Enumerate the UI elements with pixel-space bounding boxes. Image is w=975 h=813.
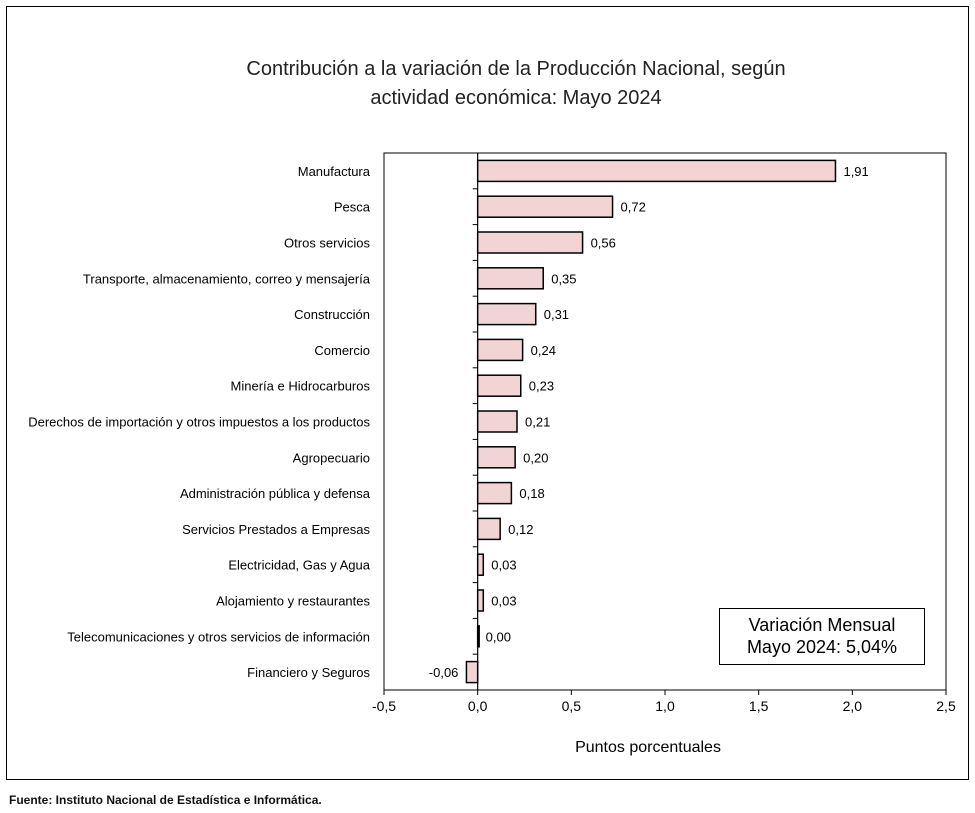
monthly-variation-value: Mayo 2024: 5,04% xyxy=(746,637,898,657)
x-tick-label: 1,5 xyxy=(749,698,769,714)
bar xyxy=(476,481,513,505)
chart-title-line-1: Contribución a la variación de la Produc… xyxy=(246,58,786,80)
bar xyxy=(476,231,584,254)
monthly-variation-label: Variación Mensual xyxy=(748,615,896,635)
x-tick-label: 1,0 xyxy=(655,698,675,714)
bar xyxy=(476,195,614,218)
data-label: 0,24 xyxy=(531,343,556,358)
data-label: 0,72 xyxy=(621,200,646,215)
category-label: Pesca xyxy=(334,200,371,215)
chart-title: Contribución a la variación de la Produc… xyxy=(6,55,975,113)
monthly-variation-box: Variación Mensual Mayo 2024: 5,04% xyxy=(719,608,925,665)
bar xyxy=(476,625,480,648)
category-label: Electricidad, Gas y Agua xyxy=(228,558,370,573)
category-label: Alojamiento y restaurantes xyxy=(216,594,370,609)
bar xyxy=(476,338,524,362)
x-tick-label: 0,0 xyxy=(468,698,488,714)
data-label: 1,91 xyxy=(843,164,868,179)
chart-title-line-2: actividad económica: Mayo 2024 xyxy=(370,87,662,109)
x-tick-label: 2,0 xyxy=(843,698,863,714)
bar xyxy=(476,553,485,576)
bar-chart: -0,5 0,0 0,5 1,0 1,5 2,0 2,5 Puntos porcentuale… xyxy=(28,152,956,756)
data-label: 0,12 xyxy=(508,522,533,537)
bar xyxy=(476,374,522,397)
x-tick-label: -0,5 xyxy=(372,698,396,714)
source-note: Fuente: Instituto Nacional de Estadístic… xyxy=(9,793,322,807)
category-label: Administración pública y defensa xyxy=(180,486,371,501)
category-label: Transporte, almacenamiento, correo y men… xyxy=(83,271,371,286)
bar xyxy=(465,660,479,684)
category-label: Manufactura xyxy=(298,164,371,179)
category-label: Otros servicios xyxy=(284,236,370,251)
category-label: Financiero y Seguros xyxy=(247,665,370,680)
bar xyxy=(476,589,485,612)
data-label: 0,31 xyxy=(544,307,569,322)
bar xyxy=(476,517,501,541)
bar xyxy=(476,302,537,326)
data-label: 0,20 xyxy=(523,450,548,465)
data-label: 0,00 xyxy=(486,629,511,644)
data-label: 0,56 xyxy=(591,236,616,251)
data-label: 0,35 xyxy=(551,271,576,286)
category-label: Derechos de importación y otros impuesto… xyxy=(28,415,370,430)
category-label: Minería e Hidrocarburos xyxy=(231,379,371,394)
x-axis-title: Puntos porcentuales xyxy=(575,739,721,756)
data-label: 0,23 xyxy=(529,379,554,394)
category-label: Telecomunicaciones y otros servicios de … xyxy=(67,629,370,644)
category-label: Comercio xyxy=(314,343,370,358)
data-label: 0,03 xyxy=(491,558,516,573)
bar xyxy=(476,446,516,469)
data-label: 0,18 xyxy=(519,486,544,501)
category-label: Construcción xyxy=(294,307,370,322)
x-tick-label: 2,5 xyxy=(936,698,956,714)
x-tick-label: 0,5 xyxy=(562,698,582,714)
data-label: 0,21 xyxy=(525,415,550,430)
data-label: -0,06 xyxy=(429,665,459,680)
bar xyxy=(476,159,837,183)
bar xyxy=(476,267,544,290)
data-label: 0,03 xyxy=(491,594,516,609)
category-label: Servicios Prestados a Empresas xyxy=(182,522,370,537)
chart-frame xyxy=(6,6,969,780)
bar xyxy=(476,410,518,433)
category-label: Agropecuario xyxy=(293,450,370,465)
